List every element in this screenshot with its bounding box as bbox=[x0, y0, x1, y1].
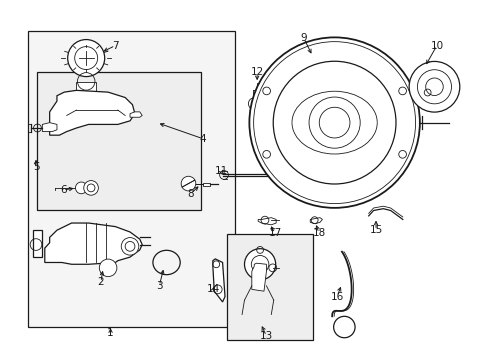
Bar bbox=[76, 82, 96, 92]
Text: 15: 15 bbox=[368, 225, 382, 235]
Circle shape bbox=[255, 101, 267, 112]
Polygon shape bbox=[50, 90, 135, 135]
Circle shape bbox=[398, 150, 406, 158]
Bar bbox=[227, 234, 312, 339]
Circle shape bbox=[398, 87, 406, 95]
Circle shape bbox=[181, 176, 195, 191]
Polygon shape bbox=[130, 112, 142, 117]
Text: 13: 13 bbox=[259, 331, 272, 341]
Text: 14: 14 bbox=[206, 284, 220, 294]
Polygon shape bbox=[181, 183, 210, 186]
Text: 6: 6 bbox=[60, 185, 66, 195]
Circle shape bbox=[244, 249, 275, 280]
Circle shape bbox=[99, 259, 117, 276]
Circle shape bbox=[249, 37, 419, 208]
Polygon shape bbox=[251, 98, 261, 112]
Text: 17: 17 bbox=[268, 228, 281, 238]
Polygon shape bbox=[45, 223, 142, 264]
Bar bbox=[28, 31, 234, 327]
Text: 7: 7 bbox=[112, 41, 119, 50]
Polygon shape bbox=[212, 259, 224, 302]
Circle shape bbox=[262, 87, 270, 95]
Circle shape bbox=[273, 61, 395, 184]
Text: 18: 18 bbox=[312, 228, 325, 238]
Circle shape bbox=[121, 238, 139, 255]
Polygon shape bbox=[258, 218, 276, 225]
Polygon shape bbox=[33, 230, 42, 257]
Circle shape bbox=[75, 46, 98, 69]
Text: 2: 2 bbox=[97, 277, 104, 287]
Circle shape bbox=[75, 182, 87, 194]
Text: 9: 9 bbox=[300, 33, 306, 43]
Text: 12: 12 bbox=[250, 67, 263, 77]
Text: 11: 11 bbox=[214, 166, 227, 176]
Polygon shape bbox=[309, 218, 322, 224]
Text: 10: 10 bbox=[429, 41, 443, 50]
Circle shape bbox=[408, 62, 459, 112]
Text: 4: 4 bbox=[200, 134, 206, 144]
Text: 5: 5 bbox=[33, 162, 39, 172]
Text: 16: 16 bbox=[330, 292, 343, 302]
Text: 1: 1 bbox=[107, 328, 114, 338]
Polygon shape bbox=[42, 123, 57, 132]
Polygon shape bbox=[251, 263, 266, 291]
Circle shape bbox=[248, 98, 260, 109]
Circle shape bbox=[308, 97, 360, 148]
Circle shape bbox=[262, 150, 270, 158]
Bar bbox=[38, 72, 200, 211]
Circle shape bbox=[83, 181, 98, 195]
Circle shape bbox=[67, 40, 104, 77]
Text: 3: 3 bbox=[156, 281, 162, 291]
Text: 8: 8 bbox=[187, 189, 194, 199]
